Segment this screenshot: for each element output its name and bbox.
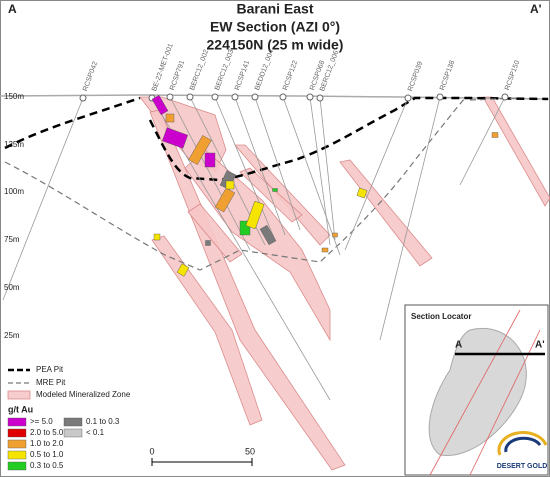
- collar: [251, 93, 259, 101]
- legend: PEA Pit MRE Pit Modeled Mineralized Zone…: [7, 365, 131, 471]
- zone: [482, 96, 550, 207]
- assay-interval: [165, 113, 175, 123]
- corner-right: A': [530, 2, 542, 16]
- drill-trace: [282, 96, 341, 256]
- assay-interval: [332, 232, 338, 238]
- assay-interval: [491, 132, 499, 138]
- legend-label: MRE Pit: [36, 378, 66, 387]
- collar: [211, 93, 219, 101]
- section-locator: Section Locator A A' DESERT GOLD: [404, 304, 549, 476]
- grade-swatch: [63, 417, 83, 427]
- assay-interval: [204, 152, 216, 168]
- grade-swatch: [63, 428, 83, 438]
- collar: [279, 93, 287, 101]
- collar: [306, 93, 314, 101]
- grade-title: g/t Au: [8, 404, 33, 414]
- drill-trace: [254, 96, 301, 231]
- drill-trace: [234, 96, 286, 236]
- grade-swatch: [7, 461, 27, 471]
- assay-interval: [205, 240, 211, 246]
- scale-end: 50: [245, 446, 255, 456]
- logo-arc: [504, 436, 542, 453]
- scale-bar: 0 50: [149, 446, 255, 466]
- collar: [501, 93, 509, 101]
- grade-swatch: [7, 439, 27, 449]
- drill-trace: [319, 97, 336, 241]
- grade-swatch: [7, 417, 27, 427]
- assay-interval: [214, 187, 236, 213]
- elevation-label: 150m: [4, 92, 24, 101]
- zone: [339, 159, 433, 267]
- title: Barani East: [236, 1, 313, 17]
- grade-label: < 0.1: [86, 428, 105, 437]
- scale-start: 0: [149, 446, 154, 456]
- legend-label: PEA Pit: [36, 365, 64, 374]
- grade-label: >= 5.0: [30, 417, 53, 426]
- zone: [187, 203, 243, 263]
- corner-left: A: [8, 2, 17, 16]
- elevation-label: 100m: [4, 187, 24, 196]
- collar: [186, 93, 194, 101]
- logo-text: DESERT GOLD: [497, 463, 548, 470]
- assay-interval: [176, 263, 190, 277]
- section-name: 224150N (25 m wide): [207, 37, 344, 53]
- drill-trace: [151, 97, 331, 401]
- assay-interval: [245, 200, 265, 230]
- assay-interval: [259, 224, 277, 246]
- grade-swatch: [7, 428, 27, 438]
- locator-title: Section Locator: [411, 312, 471, 321]
- collar: [404, 94, 412, 102]
- subtitle: EW Section (AZI 0°): [210, 19, 340, 35]
- locator-right: A': [535, 340, 545, 351]
- grade-label: 0.3 to 0.5: [30, 461, 64, 470]
- grade-label: 0.5 to 1.0: [30, 450, 64, 459]
- grade-label: 1.0 to 2.0: [30, 439, 64, 448]
- elevation-label: 75m: [4, 235, 20, 244]
- collar: [166, 93, 174, 101]
- drill-trace: [2, 97, 84, 301]
- locator-fault: [429, 309, 521, 476]
- drill-trace: [214, 96, 276, 241]
- assay-interval: [272, 188, 278, 192]
- assay-interval: [321, 247, 329, 253]
- elevation-label: 125m: [4, 140, 24, 149]
- collar: [231, 93, 239, 101]
- locator-pit: [428, 328, 527, 457]
- mre-pit: [4, 97, 521, 271]
- drill-trace: [379, 96, 441, 341]
- collar: [436, 93, 444, 101]
- grade-label: 0.1 to 0.3: [86, 417, 120, 426]
- assay-interval: [153, 233, 161, 241]
- logo-arc: [497, 431, 548, 456]
- assay-interval: [225, 180, 235, 190]
- zone-swatch: [7, 390, 31, 400]
- grade-label: 2.0 to 5.0: [30, 428, 64, 437]
- intervals: [151, 94, 499, 277]
- assay-interval: [188, 135, 212, 165]
- pea-pit: [4, 96, 549, 182]
- assay-interval: [162, 127, 188, 149]
- collar: [79, 94, 87, 102]
- drill-trace: [169, 96, 251, 251]
- elevation-labels: 150m 125m 100m 75m 50m 25m: [4, 92, 24, 340]
- grade-swatch: [7, 450, 27, 460]
- elevation-label: 50m: [4, 283, 20, 292]
- legend-label: Modeled Mineralized Zone: [36, 390, 131, 399]
- zone: [151, 235, 263, 426]
- collar: [316, 94, 324, 102]
- drill-trace: [344, 97, 409, 251]
- assay-interval: [356, 187, 368, 199]
- assay-interval: [151, 94, 169, 116]
- drill-trace: [309, 96, 331, 246]
- locator-left: A: [455, 340, 462, 351]
- elevation-label: 25m: [4, 331, 20, 340]
- drill-trace: [459, 96, 506, 186]
- assay-interval: [239, 220, 251, 236]
